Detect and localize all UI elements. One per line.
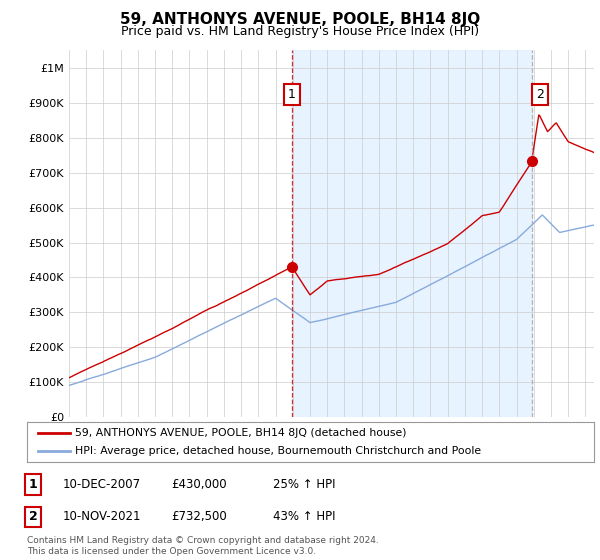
Bar: [292, 50, 532, 417]
Text: 59, ANTHONYS AVENUE, POOLE, BH14 8JQ (detached house): 59, ANTHONYS AVENUE, POOLE, BH14 8JQ (de…: [75, 428, 407, 437]
Text: 1: 1: [29, 478, 37, 491]
Text: 2: 2: [536, 88, 544, 101]
Text: £732,500: £732,500: [171, 510, 227, 524]
Text: Price paid vs. HM Land Registry's House Price Index (HPI): Price paid vs. HM Land Registry's House …: [121, 25, 479, 38]
Text: HPI: Average price, detached house, Bournemouth Christchurch and Poole: HPI: Average price, detached house, Bour…: [75, 446, 481, 456]
Text: 1: 1: [288, 88, 296, 101]
Text: 43% ↑ HPI: 43% ↑ HPI: [273, 510, 335, 524]
Text: 10-NOV-2021: 10-NOV-2021: [63, 510, 142, 524]
Text: 25% ↑ HPI: 25% ↑ HPI: [273, 478, 335, 491]
Text: 10-DEC-2007: 10-DEC-2007: [63, 478, 141, 491]
Text: 2: 2: [29, 510, 37, 524]
Text: 59, ANTHONYS AVENUE, POOLE, BH14 8JQ: 59, ANTHONYS AVENUE, POOLE, BH14 8JQ: [120, 12, 480, 27]
Text: £430,000: £430,000: [171, 478, 227, 491]
Text: Contains HM Land Registry data © Crown copyright and database right 2024.
This d: Contains HM Land Registry data © Crown c…: [27, 536, 379, 556]
